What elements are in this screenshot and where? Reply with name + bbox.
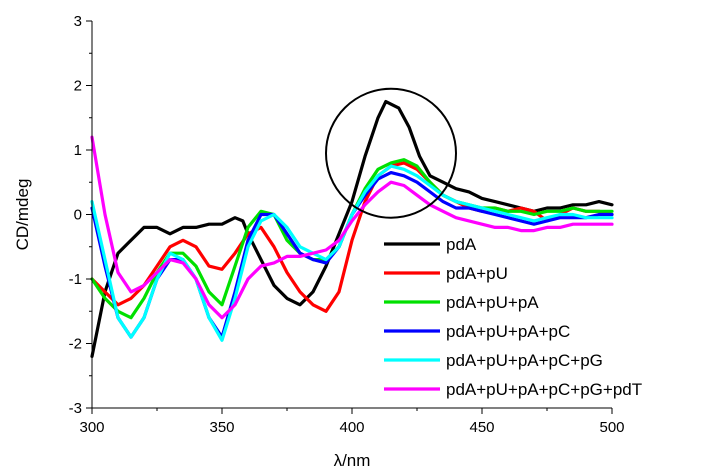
y-tick-label: 0 [74,207,82,224]
y-tick-label: 1 [74,142,82,159]
y-tick-label: 2 [74,78,82,95]
y-tick-label: 3 [74,13,82,30]
axes: 300 350 400 450 500 -3 -2 -1 0 1 2 3 [69,13,625,436]
series-line-6 [90,135,614,320]
x-tick-label: 350 [209,419,234,436]
series-line-2 [90,161,614,313]
y-tick-label: -1 [69,271,82,288]
x-tick-label: 300 [79,419,104,436]
y-tick-label: -2 [69,336,82,353]
x-axis-title: λ/nm [334,451,371,470]
legend-label-6: pdA+pU+pA+pC+pG+pdT [446,380,642,399]
legend-label-3: pdA+pU+pA [446,293,539,312]
series-line-5 [90,164,614,342]
x-tick-label: 450 [469,419,494,436]
x-tick-label: 400 [339,419,364,436]
legend-label-4: pdA+pU+pA+pC [446,322,570,341]
x-tick-label: 500 [599,419,624,436]
legend: pdA pdA+pU pdA+pU+pA pdA+pU+pA+pC pdA+pU+pA+… [384,235,642,399]
legend-label-2: pdA+pU [446,264,508,283]
legend-label-5: pdA+pU+pA+pC+pG [446,351,603,370]
annotation-circle [325,87,457,219]
legend-label-1: pdA [446,235,477,254]
y-axis-title: CD/mdeg [13,179,32,251]
y-tick-label: -3 [69,400,82,417]
plot-lines [90,100,614,358]
